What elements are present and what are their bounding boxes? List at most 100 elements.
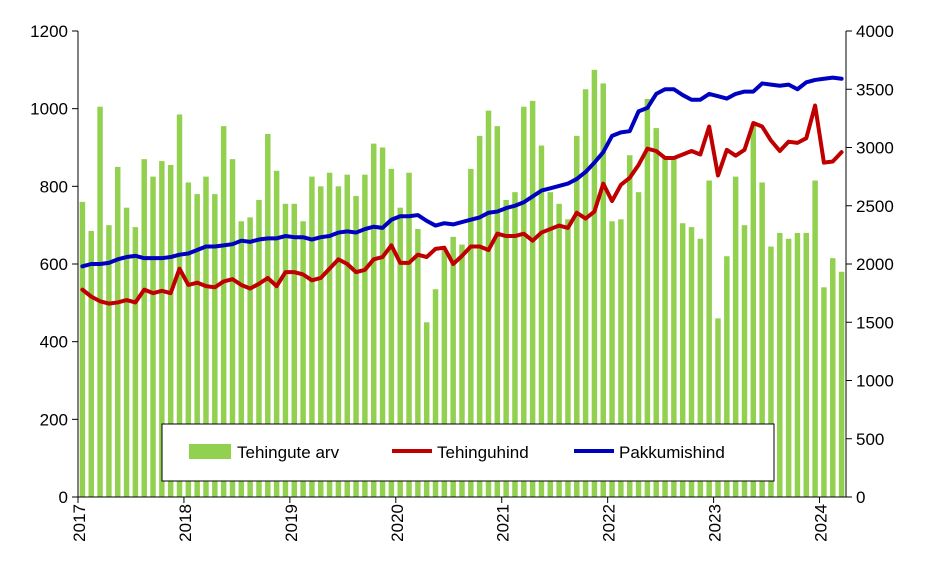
line-tehinguhind [80,103,844,306]
right-tick-label: 1000 [856,372,894,391]
legend-label-tehinguhind: Tehinguhind [437,443,529,462]
bar-tehingute-arv [715,318,721,497]
bar-tehingute-arv [397,207,403,497]
legend-label-tehingute-arv: Tehingute arv [237,443,340,462]
bar-tehingute-arv [203,176,209,498]
left-tick-label: 800 [40,177,68,196]
bar-tehingute-arv [618,219,624,497]
bar-tehingute-arv [388,168,395,498]
bar-tehingute-arv [247,217,253,497]
bar-tehingute-arv [521,106,527,497]
bar-tehingute-arv [441,248,448,497]
x-tick-label: 2020 [388,504,407,542]
line-series-group [80,75,844,306]
bar-tehingute-arv [265,133,271,497]
bar-tehingute-arv [803,232,810,497]
bar-tehingute-arv [750,124,757,497]
left-tick-label: 400 [40,333,68,352]
bar-tehingute-arv [679,223,686,497]
bar-tehingute-arv [229,159,236,497]
bar-tehingute-arv [635,192,642,497]
bar-tehingute-arv [777,232,783,497]
bar-tehingute-arv [600,83,606,498]
bar-tehingute-arv [653,128,659,497]
right-tick-label: 2000 [856,255,894,274]
bar-tehingute-arv [671,157,677,497]
bar-tehingute-arv [512,192,518,497]
bar-tehingute-arv [688,227,695,498]
right-tick-label: 500 [856,430,884,449]
bar-tehingute-arv [529,100,536,498]
left-tick-label: 600 [40,255,68,274]
bar-tehingute-arv [547,192,554,497]
left-tick-label: 200 [40,410,68,429]
bar-tehingute-arv [724,256,730,497]
bar-tehingute-arv [759,182,765,497]
bar-tehingute-arv [362,174,368,497]
bar-tehingute-arv [574,135,580,497]
bar-tehingute-arv [238,221,245,497]
legend-label-pakkumishind: Pakkumishind [619,443,725,462]
x-tick-label: 2021 [494,504,513,542]
bar-tehingute-arv [741,225,748,498]
bar-tehingute-arv [273,170,280,498]
bar-tehingute-arv [326,172,333,498]
bar-tehingute-arv [185,182,192,497]
legend: Tehingute arv Tehinguhind Pakkumishind [161,423,775,482]
bar-tehingute-arv [459,244,465,497]
x-tick-label: 2017 [70,504,89,542]
bar-tehingute-arv [565,219,571,497]
bar-tehingute-arv [556,203,562,497]
bar-tehingute-arv [344,174,350,497]
right-tick-label: 4000 [856,22,894,41]
bar-tehingute-arv [626,155,633,497]
bar-tehingute-arv [406,172,412,498]
left-tick-label: 0 [59,488,68,507]
bar-tehingute-arv [432,289,439,497]
right-tick-label: 3000 [856,139,894,158]
bar-tehingute-arv [768,246,774,497]
bar-tehingute-arv [335,186,342,497]
bar-series-tehingute-arv [79,69,845,498]
bar-tehingute-arv [794,232,801,497]
bar-tehingute-arv [582,89,589,497]
right-tick-label: 1500 [856,313,894,332]
bar-tehingute-arv [318,186,324,497]
right-tick-label: 3500 [856,80,894,99]
bar-tehingute-arv [468,168,474,498]
bar-tehingute-arv [423,322,430,497]
bar-tehingute-arv [476,135,483,497]
bar-tehingute-arv [167,164,174,497]
bar-tehingute-arv [141,159,147,497]
bar-tehingute-arv [830,258,836,497]
bar-tehingute-arv [485,110,492,498]
line-pakkumishind [80,75,844,269]
bar-tehingute-arv [732,176,739,498]
bar-tehingute-arv [300,221,306,497]
bar-tehingute-arv [150,176,156,498]
bar-tehingute-arv [132,227,139,498]
x-tick-label: 2019 [282,504,301,542]
bar-tehingute-arv [538,145,545,497]
bar-tehingute-arv [644,98,651,498]
axes: 0 200 400 600 800 1000 1200 0 500 1000 1500 2000 250… [30,22,894,542]
bar-tehingute-arv [370,143,377,497]
bar-tehingute-arv [662,157,668,497]
bar-tehingute-arv [785,238,792,497]
bar-tehingute-arv [114,166,121,498]
bar-tehingute-arv [494,126,501,497]
bar-tehingute-arv [79,201,86,497]
bar-tehingute-arv [591,69,598,497]
bar-tehingute-arv [706,180,712,497]
bar-tehingute-arv [450,236,456,497]
right-tick-label: 0 [856,488,865,507]
bar-tehingute-arv [309,176,315,498]
right-tick-label: 2500 [856,197,894,216]
bar-tehingute-arv [838,271,845,497]
bar-tehingute-arv [503,199,509,497]
bar-tehingute-arv [88,230,94,498]
bar-tehingute-arv [821,287,827,497]
bar-tehingute-arv [176,114,183,498]
bar-tehingute-arv [220,126,227,497]
